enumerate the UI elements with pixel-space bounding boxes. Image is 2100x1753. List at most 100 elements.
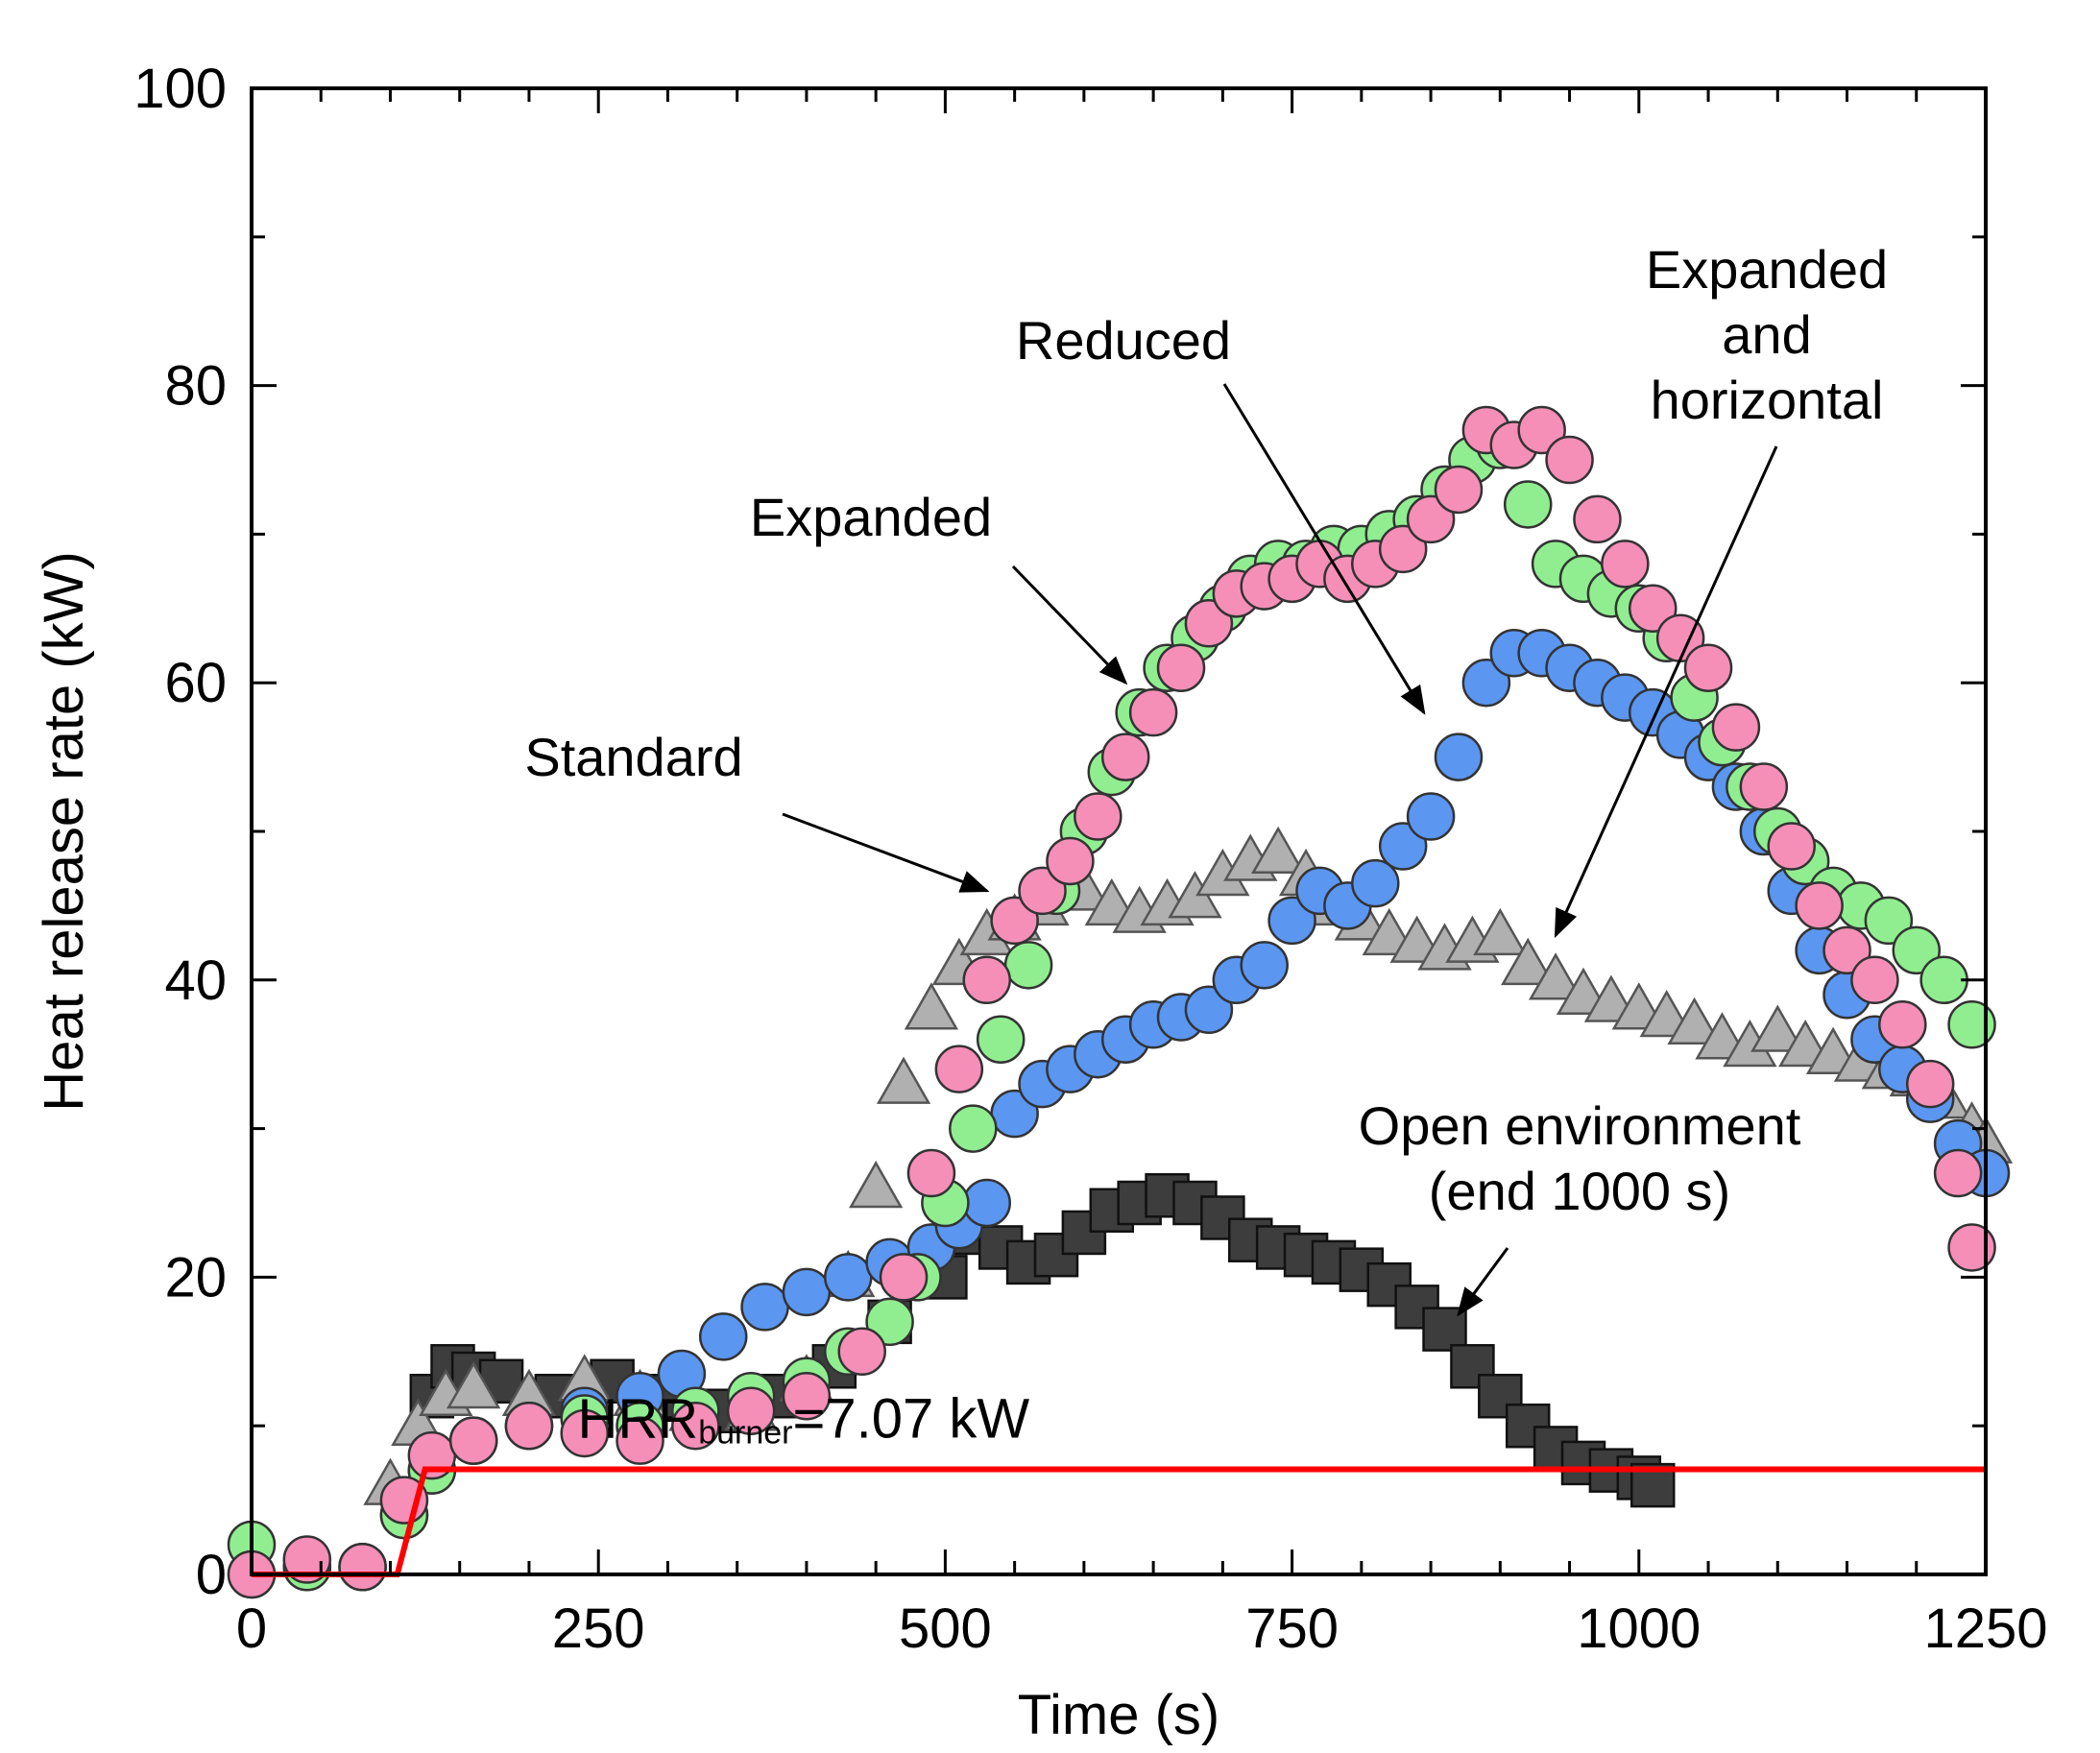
data-point: [1046, 836, 1095, 886]
data-point: [1240, 941, 1289, 990]
x-axis-title: Time (s): [1018, 1684, 1219, 1746]
data-point: [1100, 732, 1150, 781]
annotation-label: Expanded: [750, 487, 992, 547]
data-point: [1905, 1059, 1955, 1109]
data-point: [876, 1056, 931, 1104]
annotation-arrow: [1457, 1247, 1509, 1317]
data-point: [282, 1535, 332, 1584]
data-point: [1184, 985, 1234, 1035]
data-point: [698, 1312, 748, 1361]
series-expanded-and-horizontal: [227, 405, 1996, 1599]
data-point: [1683, 643, 1733, 692]
data-point: [906, 1148, 956, 1198]
data-point: [1822, 925, 1871, 975]
y-tick-label: 100: [133, 58, 227, 120]
annotation-standard: Standard: [524, 727, 990, 893]
data-point: [962, 1178, 1011, 1228]
data-point: [879, 1253, 929, 1302]
data-point: [1473, 907, 1528, 956]
y-tick-label: 0: [196, 1544, 227, 1606]
data-point: [1434, 732, 1484, 781]
data-point: [782, 1267, 832, 1317]
annotation-label: Reduced: [1016, 310, 1231, 371]
y-tick-label: 80: [164, 355, 227, 418]
data-point: [1128, 687, 1178, 737]
y-tick-label: 20: [164, 1246, 227, 1309]
data-point: [1628, 584, 1678, 634]
data-point: [849, 1161, 904, 1209]
annotation-label: (end 1000 s): [1429, 1161, 1730, 1221]
data-point: [1947, 999, 1996, 1049]
data-point: [1184, 599, 1234, 648]
data-point: [1667, 997, 1722, 1045]
data-point: [865, 1297, 914, 1347]
data-point: [616, 1416, 664, 1465]
data-point: [949, 1104, 998, 1153]
data-point: [1434, 465, 1484, 515]
data-point: [1573, 494, 1622, 544]
data-point: [976, 1015, 1026, 1064]
data-point: [1267, 896, 1316, 946]
data-point: [1601, 540, 1650, 588]
data-point: [1892, 925, 1942, 975]
x-tick-label: 250: [552, 1597, 645, 1660]
x-tick-label: 1250: [1923, 1597, 2047, 1660]
annotation-label: and: [1722, 304, 1811, 365]
annotation-label: Standard: [524, 727, 742, 787]
data-point: [1545, 435, 1594, 485]
data-point: [1739, 762, 1789, 811]
data-point: [1406, 494, 1456, 544]
data-point: [448, 1416, 498, 1465]
annotation-arrow: [1554, 445, 1778, 939]
annotation-arrow: [782, 812, 990, 893]
data-point: [1767, 822, 1816, 871]
data-point: [824, 1253, 873, 1302]
data-point: [338, 1543, 387, 1592]
data-point: [1378, 524, 1428, 574]
data-point: [504, 1401, 554, 1451]
data-point: [1711, 703, 1761, 752]
data-point: [1750, 1004, 1805, 1052]
x-tick-label: 1000: [1577, 1597, 1701, 1660]
annotation-reduced: Reduced: [1016, 310, 1426, 715]
data-point: [1503, 480, 1553, 529]
data-point: [1250, 826, 1306, 874]
data-point: [1074, 792, 1122, 841]
data-point: [1919, 955, 1968, 1005]
data-point: [447, 1360, 501, 1409]
data-point: [1795, 881, 1844, 930]
annotation-label: Expanded: [1646, 239, 1888, 300]
annotation-open-environment-end-1000-s: Open environment(end 1000 s): [1359, 1095, 1801, 1317]
data-point: [1947, 1223, 1996, 1272]
data-point: [1933, 1148, 1983, 1198]
data-point: [782, 1371, 832, 1421]
data-point: [1864, 896, 1914, 946]
data-point: [1878, 999, 1927, 1049]
annotation-label: horizontal: [1651, 370, 1884, 430]
data-point: [1156, 643, 1206, 692]
annotation-arrow: [1011, 564, 1128, 685]
data-point: [671, 1401, 720, 1451]
y-tick-label: 60: [164, 652, 227, 714]
x-tick-label: 500: [899, 1597, 992, 1660]
x-tick-label: 750: [1245, 1597, 1339, 1660]
data-point: [1003, 941, 1053, 990]
data-point: [1351, 858, 1400, 908]
x-tick-label: 0: [236, 1597, 267, 1660]
data-point: [990, 896, 1039, 946]
data-point: [1018, 866, 1067, 916]
data-point: [560, 1408, 610, 1458]
data-point: [1461, 658, 1511, 708]
data-point: [934, 1045, 984, 1093]
data-point: [1517, 405, 1566, 455]
data-point: [962, 955, 1011, 1005]
annotation-expanded: Expanded: [750, 487, 1128, 685]
annotation-arrow: [1222, 383, 1426, 715]
data-point: [726, 1386, 776, 1435]
data-point: [1406, 792, 1456, 841]
data-point: [1501, 937, 1556, 986]
data-point: [837, 1327, 886, 1377]
data-point: [1378, 822, 1428, 871]
